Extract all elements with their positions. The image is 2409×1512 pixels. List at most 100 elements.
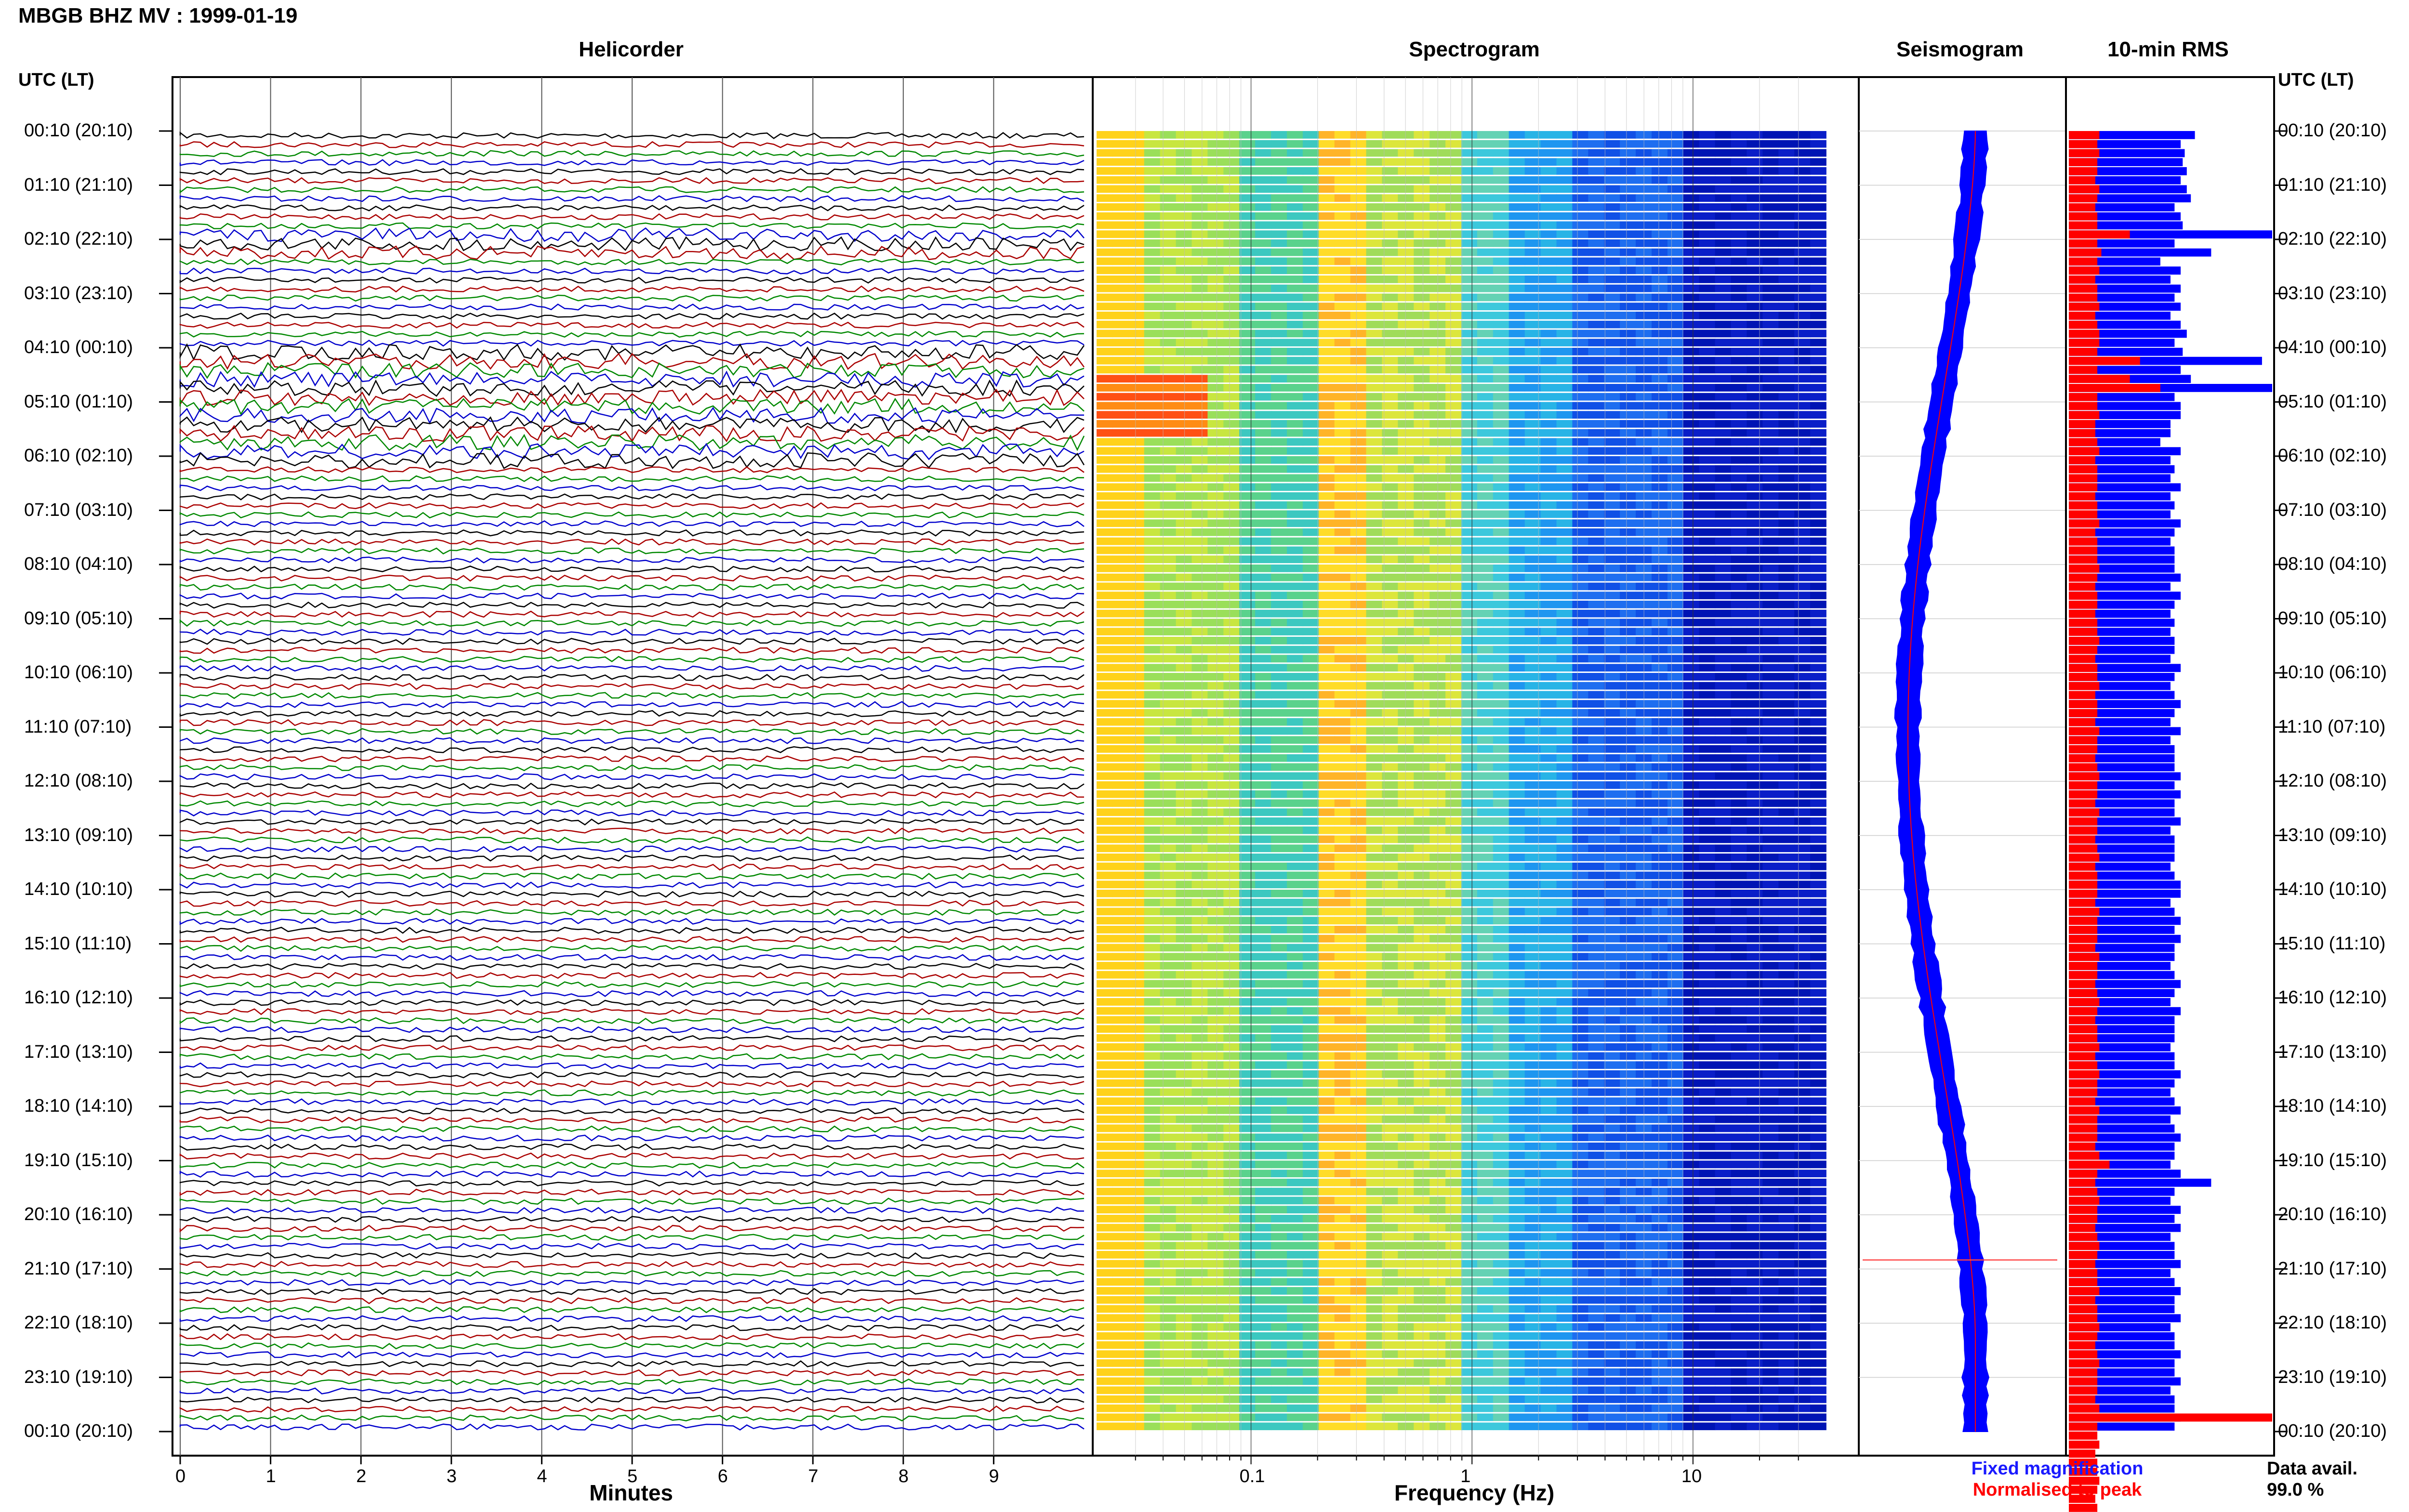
- spectrogram-cell: [1477, 926, 1494, 933]
- spectrogram-cell: [1302, 745, 1319, 753]
- spectrogram-cell: [1572, 1052, 1589, 1060]
- spectrogram-cell: [1715, 375, 1732, 383]
- spectrogram-cell: [1572, 510, 1589, 518]
- spectrogram-cell: [1652, 998, 1668, 1006]
- spectrogram-cell: [1810, 266, 1827, 275]
- spectrogram-cell: [1810, 609, 1827, 618]
- spectrogram-cell: [1652, 528, 1668, 536]
- spectrogram-cell: [1572, 772, 1589, 780]
- spectrogram-cell: [1271, 817, 1287, 825]
- spectrogram-cell: [1382, 998, 1399, 1006]
- spectrogram-cell: [1461, 826, 1478, 834]
- spectrogram-cell: [1778, 483, 1795, 491]
- spectrogram-cell: [1128, 447, 1145, 455]
- spectrogram-cell: [1572, 1007, 1589, 1015]
- helicorder-trace: [179, 1342, 1085, 1350]
- spectrogram-cell: [1302, 618, 1319, 627]
- spectrogram-cell: [1747, 474, 1763, 482]
- spectrogram-cell: [1588, 266, 1604, 275]
- spectrogram-cell: [1556, 628, 1573, 636]
- spectrogram-cell: [1255, 329, 1271, 338]
- spectrogram-cell: [1350, 962, 1367, 970]
- spectrogram-cell: [1160, 519, 1177, 527]
- spectrogram-cell: [1271, 953, 1287, 961]
- helicorder-trace: [179, 683, 1085, 690]
- spectrogram-cell: [1794, 276, 1811, 283]
- spectrogram-cell: [1350, 519, 1367, 527]
- spectrogram-cell: [1762, 230, 1779, 238]
- spectrogram-cell: [1334, 149, 1351, 157]
- spectrogram-cell: [1144, 167, 1161, 175]
- spectrogram-cell: [1144, 348, 1161, 355]
- spectrogram-cell: [1366, 167, 1383, 175]
- spectrogram-cell: [1128, 140, 1145, 148]
- spectrogram-cell: [1112, 601, 1129, 608]
- spectrogram-cell: [1524, 998, 1541, 1006]
- spectrogram-cell: [1572, 592, 1589, 600]
- spectrogram-cell: [1398, 194, 1414, 202]
- spectrogram-cell: [1556, 492, 1573, 500]
- spectrogram-cell: [1366, 881, 1383, 889]
- spectrogram-cell: [1620, 158, 1636, 166]
- spectrogram-cell: [1239, 510, 1256, 518]
- spectrogram-cell: [1731, 320, 1747, 329]
- spectrogram-cell: [1778, 320, 1795, 329]
- spectrogram-cell: [1778, 194, 1795, 202]
- spectrogram-cell: [1509, 456, 1525, 464]
- spectrogram-cell: [1620, 835, 1636, 843]
- spectrogram-cell: [1524, 944, 1541, 952]
- spectrogram-cell: [1524, 691, 1541, 699]
- spectrogram-cell: [1223, 312, 1240, 319]
- spectrogram-cell: [1540, 276, 1557, 283]
- spectrogram-cell: [1207, 302, 1224, 311]
- spectrogram-cell: [1477, 637, 1494, 644]
- spectrogram-cell: [1176, 582, 1192, 591]
- spectrogram-cell: [1493, 131, 1509, 139]
- spectrogram-cell: [1334, 384, 1351, 392]
- spectrogram-cell: [1620, 998, 1636, 1006]
- spectrogram-cell: [1762, 664, 1779, 672]
- spectrogram-cell: [1778, 980, 1795, 988]
- spectrogram-cell: [1683, 565, 1700, 572]
- spectrogram-cell: [1699, 1070, 1716, 1078]
- spectrogram-cell: [1667, 483, 1684, 491]
- spectrogram-cell: [1715, 673, 1732, 681]
- spectrogram-cell: [1160, 565, 1177, 572]
- spectrogram-cell: [1604, 790, 1620, 798]
- spectrogram-cell: [1509, 212, 1525, 220]
- helicorder-trace: [179, 1360, 1085, 1367]
- spectrogram-cell: [1287, 492, 1303, 500]
- spectrogram-cell: [1160, 1007, 1177, 1015]
- spectrogram-cell: [1287, 257, 1303, 265]
- spectrogram-cell: [1287, 348, 1303, 355]
- spectrogram-cell: [1747, 962, 1763, 970]
- spectrogram-cell: [1128, 546, 1145, 554]
- spectrogram-cell: [1097, 329, 1113, 338]
- spectrogram-cell: [1556, 474, 1573, 482]
- spectrogram-cell: [1556, 871, 1573, 880]
- spectrogram-cell: [1176, 167, 1192, 175]
- spectrogram-cell: [1382, 1043, 1399, 1051]
- spectrogram-cell: [1762, 537, 1779, 545]
- spectrogram-cell: [1620, 989, 1636, 997]
- spectrogram-cell: [1097, 962, 1113, 970]
- spectrogram-cell: [1762, 736, 1779, 744]
- spectrogram-cell: [1747, 871, 1763, 880]
- spectrogram-cell: [1794, 736, 1811, 744]
- spectrogram-cell: [1350, 528, 1367, 536]
- spectrogram-cell: [1398, 962, 1414, 970]
- spectrogram-cell: [1715, 582, 1732, 591]
- spectrogram-cell: [1810, 293, 1827, 302]
- spectrogram-cell: [1667, 131, 1684, 139]
- spectrogram-cell: [1287, 582, 1303, 591]
- spectrogram-cell: [1318, 348, 1335, 355]
- spectrogram-cell: [1524, 149, 1541, 157]
- spectrogram-cell: [1239, 302, 1256, 311]
- spectrogram-cell: [1620, 312, 1636, 319]
- spectrogram-cell: [1461, 492, 1478, 500]
- spectrogram-cell: [1778, 230, 1795, 238]
- spectrogram-cell: [1382, 682, 1399, 690]
- spectrogram-cell: [1255, 140, 1271, 148]
- spectrogram-cell: [1176, 555, 1192, 564]
- spectrogram-cell: [1477, 582, 1494, 591]
